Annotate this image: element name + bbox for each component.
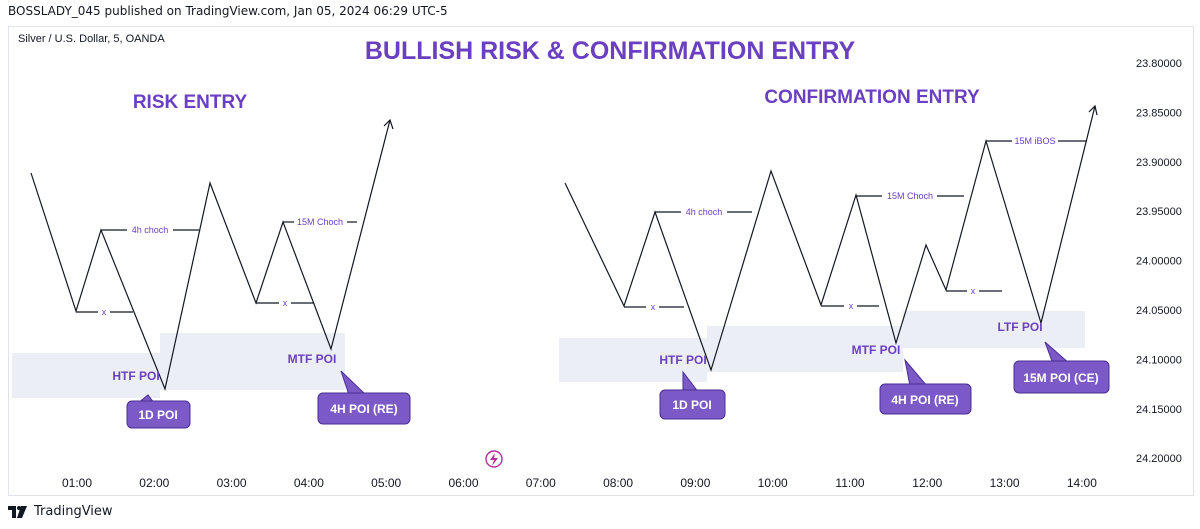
tradingview-logo-icon — [8, 505, 27, 518]
callout-4h-poi-right-text: 4H POI (RE) — [891, 393, 958, 407]
price-tick-label: 23.90000 — [1136, 157, 1182, 169]
time-tick-label: 04:00 — [294, 476, 324, 490]
callout-15m-poi-ce[interactable]: 15M POI (CE) — [1013, 341, 1110, 394]
main-title: BULLISH RISK & CONFIRMATION ENTRY — [365, 37, 856, 65]
price-tick-label: 24.15000 — [1136, 404, 1182, 416]
callout-1d-poi-left[interactable]: 1D POI — [126, 394, 191, 429]
callout-1d-poi-left-text: 1D POI — [138, 408, 177, 422]
time-tick-label: 14:00 — [1067, 476, 1097, 490]
structure-lines — [76, 140, 1087, 313]
time-tick-label: 12:00 — [912, 476, 942, 490]
risk-entry-swing-path — [30, 119, 391, 392]
time-tick-label: 03:00 — [217, 476, 247, 490]
ltf-zone-right — [903, 311, 1085, 348]
price-tick-label: 23.95000 — [1136, 206, 1182, 218]
choch-15m-right-label: 15M Choch — [887, 191, 933, 201]
mtf-zone-right — [707, 326, 903, 372]
htf-zone-left — [12, 353, 160, 398]
x-mark-left-1: x — [102, 307, 107, 317]
risk-entry-arrowhead — [383, 118, 394, 130]
flash-icon[interactable] — [485, 450, 503, 468]
x-mark-right-2: x — [849, 301, 854, 311]
price-tick-label: 24.20000 — [1136, 453, 1182, 465]
right-title: CONFIRMATION ENTRY — [764, 87, 980, 108]
callout-4h-poi-left[interactable]: 4H POI (RE) — [317, 370, 411, 425]
time-tick-label: 02:00 — [139, 476, 169, 490]
htf-zone-right — [559, 338, 707, 382]
price-axis[interactable]: 23.80000 23.85000 23.90000 23.95000 24.00000… — [1136, 58, 1182, 465]
price-tick-label: 24.05000 — [1136, 305, 1182, 317]
left-title: RISK ENTRY — [133, 92, 248, 113]
ibos-15m-label: 15M iBOS — [1014, 136, 1055, 146]
footer-brand-label: TradingView — [34, 504, 113, 519]
price-tick-label: 24.00000 — [1136, 256, 1182, 268]
mtf-zone-left — [160, 333, 345, 390]
x-mark-left-2: x — [283, 298, 288, 308]
callout-4h-poi-left-text: 4H POI (RE) — [330, 402, 397, 416]
time-axis[interactable]: 01:00 02:00 03:00 04:00 05:00 06:00 07:00 08:00… — [62, 476, 1097, 490]
time-tick-label: 07:00 — [526, 476, 556, 490]
callout-4h-poi-right[interactable]: 4H POI (RE) — [879, 358, 972, 415]
time-tick-label: 08:00 — [603, 476, 633, 490]
confirmation-entry-arrowhead — [1088, 104, 1098, 116]
time-tick-label: 06:00 — [448, 476, 478, 490]
time-tick-label: 13:00 — [990, 476, 1020, 490]
mtf-poi-left-label: MTF POI — [288, 352, 337, 366]
choch-15m-left-label: 15M Choch — [297, 217, 343, 227]
time-tick-label: 09:00 — [680, 476, 710, 490]
symbol-line: Silver / U.S. Dollar, 5, OANDA — [18, 33, 165, 45]
price-tick-label: 23.80000 — [1136, 58, 1182, 70]
callout-1d-poi-right-text: 1D POI — [672, 398, 711, 412]
x-mark-right-1: x — [651, 302, 656, 312]
price-tick-label: 24.10000 — [1136, 354, 1182, 366]
time-tick-label: 11:00 — [835, 476, 864, 490]
publish-header: BOSSLADY_045 published on TradingView.co… — [8, 4, 448, 18]
choch-4h-right-label: 4h choch — [686, 207, 723, 217]
choch-4h-left-label: 4h choch — [132, 225, 169, 235]
footer-brand[interactable]: TradingView — [8, 504, 113, 519]
chart-frame — [8, 26, 1194, 496]
htf-poi-left-label: HTF POI — [112, 369, 159, 383]
ltf-poi-label: LTF POI — [997, 320, 1042, 334]
time-tick-label: 01:00 — [62, 476, 92, 490]
mtf-poi-right-label: MTF POI — [852, 343, 901, 357]
time-tick-label: 05:00 — [371, 476, 401, 490]
x-mark-right-3: x — [971, 286, 976, 296]
callout-1d-poi-right[interactable]: 1D POI — [659, 370, 726, 420]
time-tick-label: 10:00 — [758, 476, 788, 490]
price-tick-label: 23.85000 — [1136, 107, 1182, 119]
htf-poi-right-label: HTF POI — [659, 353, 706, 367]
callout-15m-poi-ce-text: 15M POI (CE) — [1023, 371, 1098, 385]
